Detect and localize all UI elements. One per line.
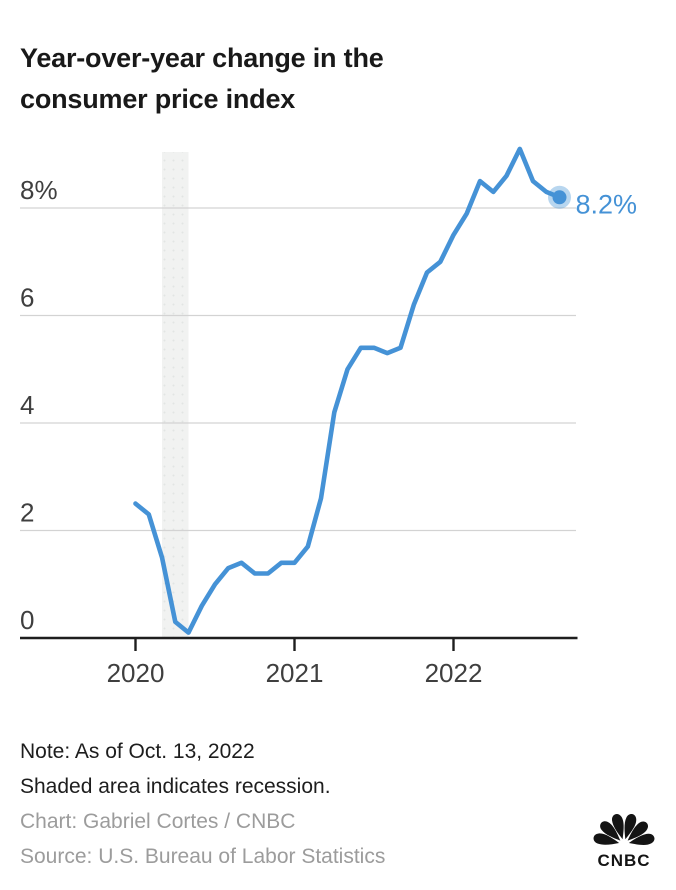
cnbc-logo: CNBC — [593, 813, 655, 870]
x-tick-label: 2022 — [425, 658, 483, 688]
y-tick-label: 6 — [20, 283, 34, 313]
note-line: Note: As of Oct. 13, 2022 — [20, 740, 255, 763]
gridlines — [20, 207, 576, 532]
note-line: Shaded area indicates recession. — [20, 775, 331, 798]
cpi-line — [133, 146, 562, 635]
chart-credit-line: Chart: Gabriel Cortes / CNBC — [20, 810, 296, 833]
source-credit-line: Source: U.S. Bureau of Labor Statistics — [20, 845, 386, 868]
chart-notes: Note: As of Oct. 13, 2022 Shaded area in… — [20, 734, 331, 804]
cpi-line-chart: 8% 6 4 2 0 2020 2021 2022 8.2% — [20, 146, 638, 688]
recession-band-texture — [162, 152, 189, 638]
end-point-dot — [552, 190, 567, 205]
cnbc-peacock-icon — [593, 813, 655, 845]
y-tick-label: 8% — [20, 175, 58, 205]
page-title: Year-over-year change in the consumer pr… — [20, 43, 384, 114]
y-tick-label: 2 — [20, 498, 34, 528]
y-tick-label: 4 — [20, 390, 34, 420]
end-value-label: 8.2% — [576, 189, 638, 219]
cnbc-wordmark: CNBC — [597, 851, 650, 870]
y-tick-label: 0 — [20, 605, 34, 635]
chart-credits: Chart: Gabriel Cortes / CNBC Source: U.S… — [20, 804, 385, 874]
x-tick-label: 2021 — [266, 658, 324, 688]
x-axis-ticks — [134, 639, 455, 651]
x-tick-label: 2020 — [107, 658, 165, 688]
